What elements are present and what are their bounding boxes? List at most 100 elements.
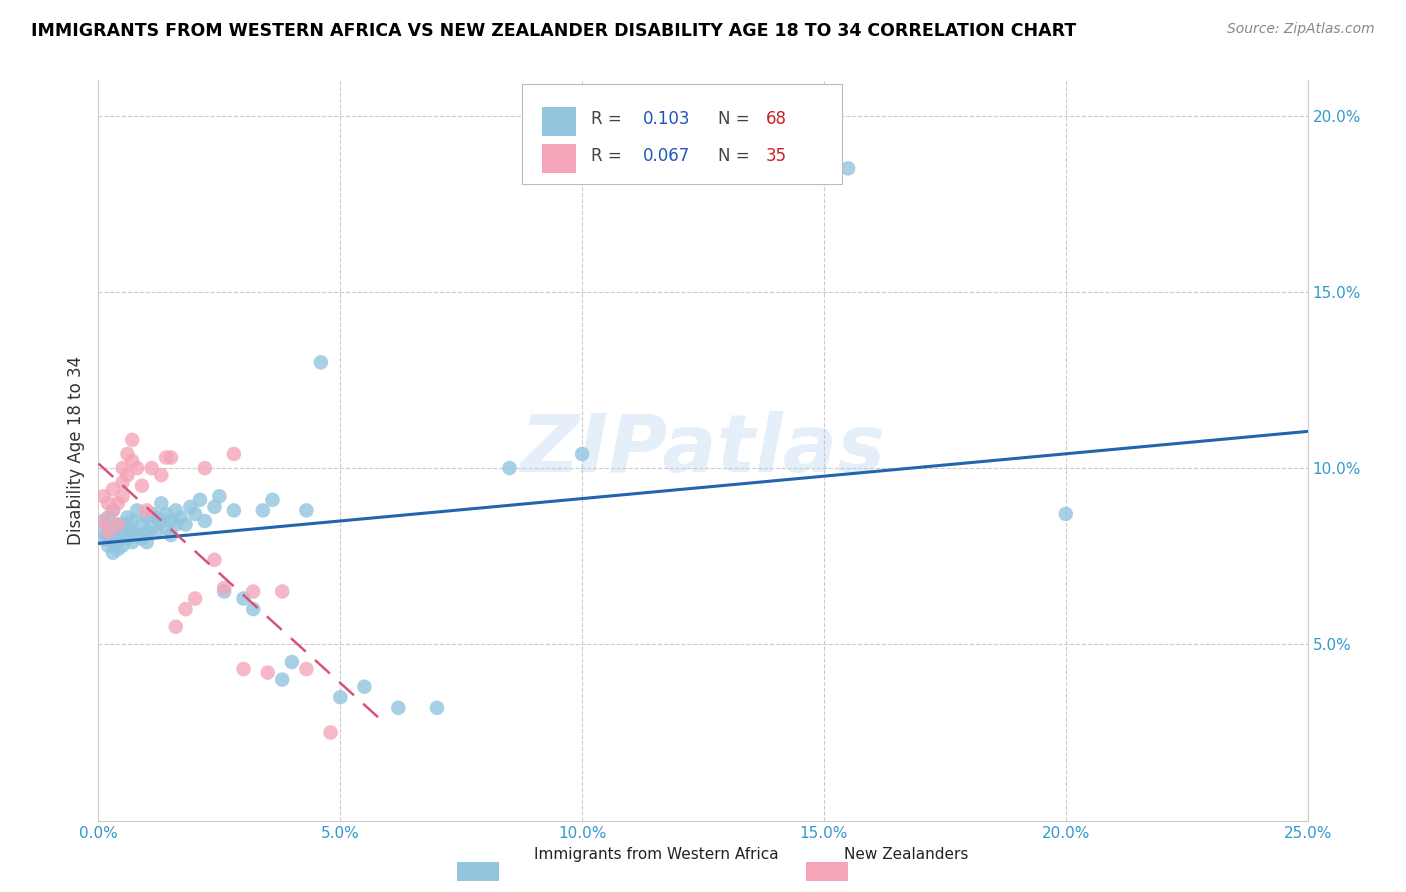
Point	[194, 461, 217, 475]
Point	[295, 503, 318, 517]
Point	[131, 479, 153, 493]
Point	[91, 489, 114, 503]
Point	[295, 662, 318, 676]
Point	[121, 535, 143, 549]
Point	[174, 517, 197, 532]
Point	[97, 521, 120, 535]
Point	[212, 581, 235, 595]
Point	[222, 447, 245, 461]
Text: R =: R =	[591, 147, 621, 165]
Point	[97, 532, 120, 546]
Point	[232, 662, 254, 676]
Point	[111, 461, 134, 475]
Point	[101, 524, 124, 539]
Point	[145, 510, 167, 524]
Point	[155, 507, 177, 521]
Point	[97, 539, 120, 553]
Point	[232, 591, 254, 606]
Point	[97, 524, 120, 539]
Point	[101, 503, 124, 517]
Point	[101, 503, 124, 517]
Point	[117, 510, 139, 524]
Text: N =: N =	[717, 110, 749, 128]
Point	[160, 528, 183, 542]
Point	[91, 532, 114, 546]
Point	[155, 450, 177, 465]
Point	[111, 539, 134, 553]
Point	[353, 680, 375, 694]
Point	[141, 521, 163, 535]
Point	[256, 665, 278, 680]
Point	[91, 514, 114, 528]
Point	[165, 620, 187, 634]
Point	[262, 492, 284, 507]
Point	[329, 690, 352, 705]
Point	[319, 725, 342, 739]
Point	[101, 535, 124, 549]
Point	[271, 673, 294, 687]
Text: 68: 68	[766, 110, 787, 128]
Point	[111, 475, 134, 490]
Point	[281, 655, 304, 669]
Text: Immigrants from Western Africa: Immigrants from Western Africa	[534, 847, 779, 862]
Point	[135, 524, 157, 539]
Point	[117, 521, 139, 535]
Point	[498, 461, 520, 475]
Point	[208, 489, 231, 503]
Point	[97, 510, 120, 524]
Point	[121, 524, 143, 539]
Point	[111, 517, 134, 532]
Point	[135, 503, 157, 517]
Point	[101, 482, 124, 496]
Point	[165, 503, 187, 517]
Point	[242, 584, 264, 599]
FancyBboxPatch shape	[543, 106, 576, 136]
Point	[169, 510, 191, 524]
Point	[117, 468, 139, 483]
Text: 0.067: 0.067	[643, 147, 690, 165]
FancyBboxPatch shape	[522, 84, 842, 184]
Point	[426, 701, 449, 715]
Point	[131, 517, 153, 532]
Point	[174, 602, 197, 616]
Point	[121, 514, 143, 528]
Point	[309, 355, 332, 369]
Point	[91, 524, 114, 539]
Point	[160, 450, 183, 465]
Point	[107, 542, 129, 557]
Point	[141, 461, 163, 475]
Point	[204, 500, 226, 514]
Text: Source: ZipAtlas.com: Source: ZipAtlas.com	[1227, 22, 1375, 37]
Point	[131, 532, 153, 546]
Point	[1054, 507, 1077, 521]
Point	[212, 584, 235, 599]
Point	[107, 532, 129, 546]
Point	[194, 514, 217, 528]
Point	[111, 528, 134, 542]
Point	[242, 602, 264, 616]
Point	[184, 591, 207, 606]
Point	[107, 496, 129, 510]
Point	[135, 510, 157, 524]
Point	[117, 532, 139, 546]
Text: R =: R =	[591, 110, 621, 128]
Point	[91, 514, 114, 528]
Point	[150, 496, 173, 510]
Point	[387, 701, 409, 715]
Point	[121, 454, 143, 468]
Point	[111, 489, 134, 503]
Point	[179, 500, 201, 514]
Point	[271, 584, 294, 599]
Point	[571, 447, 593, 461]
Point	[135, 535, 157, 549]
Point	[145, 524, 167, 539]
Point	[141, 507, 163, 521]
Text: ZIPatlas: ZIPatlas	[520, 411, 886, 490]
Point	[252, 503, 274, 517]
Point	[165, 517, 187, 532]
Point	[155, 521, 177, 535]
Text: 35: 35	[766, 147, 787, 165]
Point	[150, 468, 173, 483]
Point	[127, 461, 149, 475]
Point	[160, 514, 183, 528]
